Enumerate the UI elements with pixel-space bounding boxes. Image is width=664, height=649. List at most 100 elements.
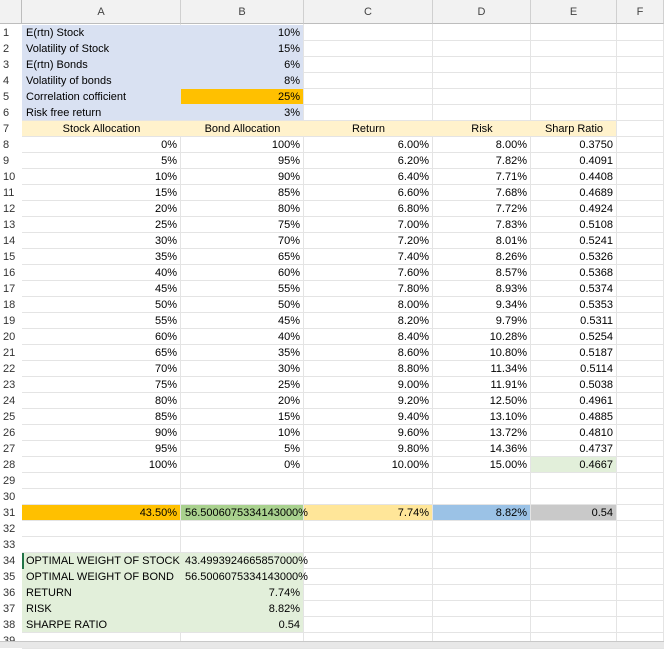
table-data-cell[interactable]: 0.3750 — [579, 139, 613, 151]
table-data-cell[interactable]: 0.4667 — [579, 459, 613, 471]
row-header[interactable]: 31 — [0, 505, 22, 521]
row-header[interactable]: 28 — [0, 457, 22, 473]
input-value-cell[interactable]: 3% — [284, 107, 300, 119]
row-header[interactable]: 20 — [0, 329, 22, 345]
table-data-cell[interactable]: 85% — [154, 411, 177, 423]
column-header-f[interactable]: F — [617, 0, 664, 24]
table-data-cell[interactable]: 15% — [154, 187, 177, 199]
table-data-cell[interactable]: 25% — [154, 219, 177, 231]
table-data-cell[interactable]: 35% — [277, 347, 300, 359]
table-data-cell[interactable]: 7.72% — [495, 203, 527, 215]
row-header[interactable]: 25 — [0, 409, 22, 425]
table-data-cell[interactable]: 55% — [277, 283, 300, 295]
table-data-cell[interactable]: 25% — [277, 379, 300, 391]
table-data-cell[interactable]: 5% — [161, 155, 177, 167]
summary-label-cell[interactable]: RETURN — [26, 587, 72, 599]
table-data-cell[interactable]: 0% — [161, 139, 177, 151]
table-data-cell[interactable]: 10% — [277, 427, 300, 439]
summary-label-cell[interactable]: OPTIMAL WEIGHT OF STOCK — [26, 555, 180, 567]
table-data-cell[interactable]: 0.4408 — [579, 171, 613, 183]
row-header[interactable]: 21 — [0, 345, 22, 361]
table-data-cell[interactable]: 9.80% — [397, 443, 429, 455]
table-data-cell[interactable]: 11.91% — [490, 379, 528, 391]
table-data-cell[interactable]: 9.00% — [397, 379, 429, 391]
table-data-cell[interactable]: 7.71% — [495, 171, 527, 183]
row-header[interactable]: 32 — [0, 521, 22, 537]
table-data-cell[interactable]: 0.5353 — [579, 299, 613, 311]
table-data-cell[interactable]: 50% — [154, 299, 177, 311]
row-header[interactable]: 7 — [0, 121, 22, 137]
summary-value-cell[interactable]: 0.54 — [278, 619, 300, 631]
table-data-cell[interactable]: 7.80% — [397, 283, 429, 295]
row-header[interactable]: 6 — [0, 105, 22, 121]
optimal-sharpe-cell[interactable]: 0.54 — [591, 507, 613, 519]
table-data-cell[interactable]: 45% — [277, 315, 300, 327]
table-data-cell[interactable]: 9.40% — [397, 411, 429, 423]
table-data-cell[interactable]: 20% — [277, 395, 300, 407]
table-data-cell[interactable]: 12.50% — [489, 395, 527, 407]
table-data-cell[interactable]: 50% — [277, 299, 300, 311]
table-data-cell[interactable]: 6.80% — [397, 203, 429, 215]
row-header[interactable]: 3 — [0, 57, 22, 73]
table-data-cell[interactable]: 0% — [284, 459, 300, 471]
row-header[interactable]: 2 — [0, 41, 22, 57]
table-data-cell[interactable]: 0.5241 — [579, 235, 613, 247]
table-data-cell[interactable]: 65% — [154, 347, 177, 359]
table-data-cell[interactable]: 0.5374 — [579, 283, 613, 295]
table-data-cell[interactable]: 65% — [277, 251, 300, 263]
table-data-cell[interactable]: 8.20% — [397, 315, 429, 327]
row-header[interactable]: 10 — [0, 169, 22, 185]
table-data-cell[interactable]: 7.82% — [495, 155, 527, 167]
row-header[interactable]: 19 — [0, 313, 22, 329]
table-data-cell[interactable]: 13.10% — [489, 411, 527, 423]
row-header[interactable]: 22 — [0, 361, 22, 377]
input-value-cell[interactable]: 10% — [277, 27, 300, 39]
row-header[interactable]: 13 — [0, 217, 22, 233]
row-header[interactable]: 35 — [0, 569, 22, 585]
input-label-cell[interactable]: Volatility of Stock — [26, 43, 110, 55]
table-header-cell[interactable]: Bond Allocation — [204, 123, 281, 135]
table-data-cell[interactable]: 90% — [154, 427, 177, 439]
row-header[interactable]: 16 — [0, 265, 22, 281]
table-data-cell[interactable]: 8.01% — [495, 235, 527, 247]
table-data-cell[interactable]: 75% — [277, 219, 300, 231]
row-header[interactable]: 26 — [0, 425, 22, 441]
table-data-cell[interactable]: 45% — [154, 283, 177, 295]
table-data-cell[interactable]: 100% — [148, 459, 177, 471]
table-data-cell[interactable]: 0.4810 — [579, 427, 613, 439]
row-header[interactable]: 11 — [0, 185, 22, 201]
table-data-cell[interactable]: 55% — [154, 315, 177, 327]
table-data-cell[interactable]: 9.20% — [397, 395, 429, 407]
row-header[interactable]: 12 — [0, 201, 22, 217]
row-header[interactable]: 5 — [0, 89, 22, 105]
optimal-stock-cell[interactable]: 43.50% — [139, 507, 177, 519]
table-data-cell[interactable]: 9.60% — [397, 427, 429, 439]
table-header-cell[interactable]: Sharp Ratio — [544, 123, 604, 135]
optimal-bond-cell[interactable]: 56.5006075334143000% — [185, 507, 308, 519]
row-header[interactable]: 33 — [0, 537, 22, 553]
input-label-cell[interactable]: E(rtn) Bonds — [26, 59, 88, 71]
table-data-cell[interactable]: 0.4091 — [579, 155, 613, 167]
table-data-cell[interactable]: 0.5038 — [579, 379, 613, 391]
table-data-cell[interactable]: 6.40% — [397, 171, 429, 183]
table-data-cell[interactable]: 9.34% — [495, 299, 527, 311]
table-data-cell[interactable]: 7.68% — [495, 187, 527, 199]
table-data-cell[interactable]: 8.93% — [495, 283, 527, 295]
row-header[interactable]: 38 — [0, 617, 22, 633]
row-header[interactable]: 36 — [0, 585, 22, 601]
table-data-cell[interactable]: 0.5114 — [580, 363, 613, 375]
table-data-cell[interactable]: 6.60% — [397, 187, 429, 199]
row-header[interactable]: 24 — [0, 393, 22, 409]
table-data-cell[interactable]: 70% — [154, 363, 177, 375]
row-header[interactable]: 18 — [0, 297, 22, 313]
row-header[interactable]: 1 — [0, 25, 22, 41]
row-header[interactable]: 34 — [0, 553, 22, 569]
optimal-return-cell[interactable]: 7.74% — [397, 507, 429, 519]
table-data-cell[interactable]: 40% — [277, 331, 300, 343]
table-data-cell[interactable]: 6.00% — [397, 139, 429, 151]
input-value-cell[interactable]: 6% — [284, 59, 300, 71]
optimal-risk-cell[interactable]: 8.82% — [495, 507, 527, 519]
table-data-cell[interactable]: 30% — [154, 235, 177, 247]
table-data-cell[interactable]: 7.83% — [495, 219, 527, 231]
summary-value-cell[interactable]: 8.82% — [268, 603, 300, 615]
